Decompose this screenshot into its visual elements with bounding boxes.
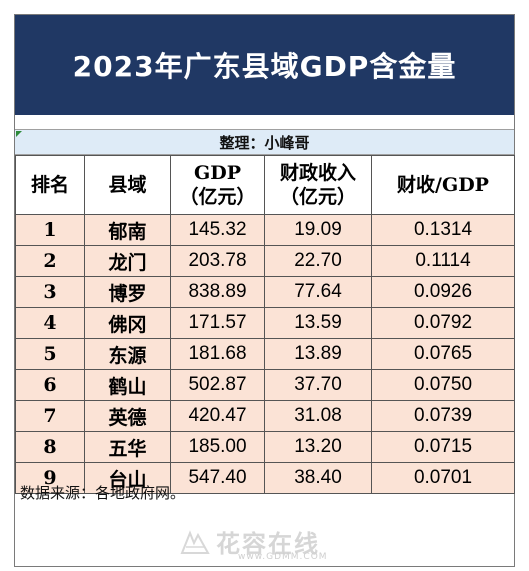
header-rank: 排名 bbox=[15, 155, 85, 215]
cell-rank[interactable]: 8 bbox=[15, 431, 85, 463]
credit-text: 整理：小峰哥 bbox=[219, 133, 310, 152]
cell-revenue[interactable]: 77.64 bbox=[264, 276, 372, 308]
cell-comment-marker-icon bbox=[16, 131, 22, 137]
cell-revenue[interactable]: 37.70 bbox=[264, 369, 372, 401]
table-row: 5 东源 181.68 13.89 0.0765 bbox=[15, 338, 515, 370]
header-ratio: 财收/GDP bbox=[371, 155, 515, 215]
header-gdp-line1: GDP bbox=[194, 162, 241, 184]
cell-revenue[interactable]: 19.09 bbox=[264, 214, 372, 246]
watermark-url: www.GDMM.COM bbox=[238, 552, 328, 562]
cell-ratio[interactable]: 0.0765 bbox=[371, 338, 515, 370]
cell-ratio[interactable]: 0.0739 bbox=[371, 400, 515, 432]
cell-county[interactable]: 五华 bbox=[84, 431, 171, 463]
header-county: 县域 bbox=[84, 155, 171, 215]
credit-bar: 整理：小峰哥 bbox=[15, 129, 514, 155]
cell-rank[interactable]: 7 bbox=[15, 400, 85, 432]
cell-revenue[interactable]: 22.70 bbox=[264, 245, 372, 277]
table-row: 9 台山 547.40 38.40 0.0701 bbox=[15, 462, 515, 494]
cell-county[interactable]: 龙门 bbox=[84, 245, 171, 277]
cell-rank[interactable]: 1 bbox=[15, 214, 85, 246]
table-row: 2 龙门 203.78 22.70 0.1114 bbox=[15, 245, 515, 277]
header-row: 排名 县域 GDP （亿元） 财政收入 （亿元） 财收/GDP bbox=[15, 155, 515, 215]
cell-county[interactable]: 英德 bbox=[84, 400, 171, 432]
cell-ratio[interactable]: 0.0701 bbox=[371, 462, 515, 494]
table-row: 8 五华 185.00 13.20 0.0715 bbox=[15, 431, 515, 463]
cell-county[interactable]: 郁南 bbox=[84, 214, 171, 246]
cell-gdp[interactable]: 502.87 bbox=[170, 369, 265, 401]
cell-rank[interactable]: 5 bbox=[15, 338, 85, 370]
cell-gdp[interactable]: 203.78 bbox=[170, 245, 265, 277]
cell-county[interactable]: 鹤山 bbox=[84, 369, 171, 401]
header-revenue: 财政收入 （亿元） bbox=[264, 155, 372, 215]
cell-revenue[interactable]: 13.89 bbox=[264, 338, 372, 370]
cell-ratio[interactable]: 0.0926 bbox=[371, 276, 515, 308]
cell-ratio[interactable]: 0.0792 bbox=[371, 307, 515, 339]
cell-gdp[interactable]: 181.68 bbox=[170, 338, 265, 370]
cell-county[interactable]: 东源 bbox=[84, 338, 171, 370]
cell-ratio[interactable]: 0.1114 bbox=[371, 245, 515, 277]
cell-county[interactable]: 博罗 bbox=[84, 276, 171, 308]
cell-gdp[interactable]: 547.40 bbox=[170, 462, 265, 494]
cell-ratio[interactable]: 0.1314 bbox=[371, 214, 515, 246]
cell-gdp[interactable]: 145.32 bbox=[170, 214, 265, 246]
page-title: 2023年广东县域GDP含金量 bbox=[72, 50, 457, 83]
table-row: 6 鹤山 502.87 37.70 0.0750 bbox=[15, 369, 515, 401]
cell-rank[interactable]: 6 bbox=[15, 369, 85, 401]
cell-rank[interactable]: 3 bbox=[15, 276, 85, 308]
header-revenue-line1: 财政收入 bbox=[279, 162, 356, 184]
watermark-logo-icon bbox=[180, 529, 210, 554]
cell-gdp[interactable]: 838.89 bbox=[170, 276, 265, 308]
cell-gdp[interactable]: 185.00 bbox=[170, 431, 265, 463]
cell-revenue[interactable]: 38.40 bbox=[264, 462, 372, 494]
cell-county[interactable]: 佛冈 bbox=[84, 307, 171, 339]
cell-revenue[interactable]: 13.59 bbox=[264, 307, 372, 339]
watermark-text: 花容在线 bbox=[216, 530, 320, 558]
watermark: 花容在线 bbox=[180, 524, 320, 559]
spreadsheet: 2023年广东县域GDP含金量 整理：小峰哥 排名 县域 GDP （亿元） 财政… bbox=[14, 14, 515, 567]
source-note: 数据来源：各地政府网。 bbox=[20, 484, 186, 502]
cell-rank[interactable]: 4 bbox=[15, 307, 85, 339]
table-row: 1 郁南 145.32 19.09 0.1314 bbox=[15, 214, 515, 246]
header-revenue-line2: （亿元） bbox=[279, 186, 356, 208]
gdp-table: 排名 县域 GDP （亿元） 财政收入 （亿元） 财收/GDP 1 郁南 145… bbox=[15, 155, 515, 494]
cell-gdp[interactable]: 171.57 bbox=[170, 307, 265, 339]
cell-gdp[interactable]: 420.47 bbox=[170, 400, 265, 432]
cell-revenue[interactable]: 31.08 bbox=[264, 400, 372, 432]
cell-ratio[interactable]: 0.0715 bbox=[371, 431, 515, 463]
cell-ratio[interactable]: 0.0750 bbox=[371, 369, 515, 401]
cell-rank[interactable]: 9 bbox=[15, 462, 85, 494]
table-row: 3 博罗 838.89 77.64 0.0926 bbox=[15, 276, 515, 308]
title-bar: 2023年广东县域GDP含金量 bbox=[15, 15, 514, 115]
cell-revenue[interactable]: 13.20 bbox=[264, 431, 372, 463]
header-gdp: GDP （亿元） bbox=[170, 155, 265, 215]
table-row: 7 英德 420.47 31.08 0.0739 bbox=[15, 400, 515, 432]
cell-rank[interactable]: 2 bbox=[15, 245, 85, 277]
header-gdp-line2: （亿元） bbox=[179, 186, 256, 208]
table-row: 4 佛冈 171.57 13.59 0.0792 bbox=[15, 307, 515, 339]
